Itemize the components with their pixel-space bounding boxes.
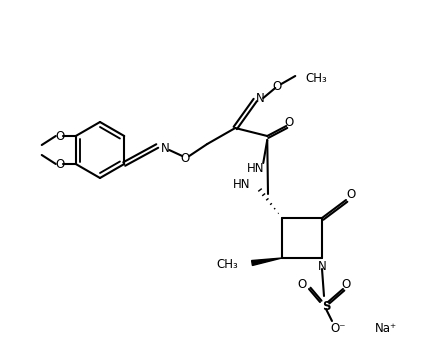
Text: O: O [297,277,307,290]
Text: HN: HN [246,161,264,175]
Polygon shape [252,258,282,266]
Text: N: N [317,259,327,273]
Text: N: N [256,92,265,104]
Text: O⁻: O⁻ [330,321,346,335]
Text: CH₃: CH₃ [216,257,238,271]
Text: CH₃: CH₃ [305,71,327,85]
Text: O: O [272,80,282,92]
Text: O: O [346,188,356,202]
Text: O: O [341,277,351,290]
Text: O: O [55,157,65,171]
Text: S: S [322,300,330,312]
Text: Na⁺: Na⁺ [375,321,397,335]
Text: O: O [181,152,190,164]
Text: O: O [285,116,294,128]
Text: N: N [161,142,170,154]
Text: O: O [55,129,65,143]
Text: HN: HN [232,178,250,190]
